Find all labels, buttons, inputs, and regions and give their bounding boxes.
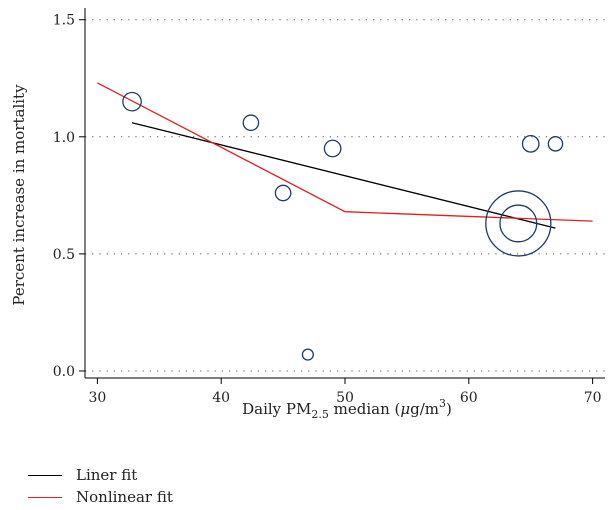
nonlinear-fit-line bbox=[97, 82, 593, 222]
legend: Liner fit Nonlinear fit bbox=[28, 464, 173, 508]
x-tick-label: 50 bbox=[336, 390, 354, 406]
y-ticks: 0.0 0.5 1.0 1.5 bbox=[53, 13, 85, 380]
data-point bbox=[499, 204, 538, 243]
data-point bbox=[521, 134, 540, 153]
axes bbox=[84, 8, 605, 379]
legend-item-nonlinear: Nonlinear fit bbox=[28, 486, 173, 508]
x-tick-label: 30 bbox=[88, 390, 106, 406]
data-point bbox=[323, 139, 342, 158]
y-tick-label: 0.5 bbox=[53, 247, 75, 263]
y-axis-label: Percent increase in mortality bbox=[10, 84, 28, 306]
x-axis-label-median: median ( bbox=[329, 400, 401, 418]
x-axis-label-subscript: 2.5 bbox=[311, 408, 329, 421]
data-point bbox=[274, 184, 292, 202]
x-ticks: 30 40 50 60 70 bbox=[88, 378, 602, 406]
x-axis-label-mu: μ bbox=[400, 400, 410, 418]
data-point bbox=[547, 136, 564, 152]
grid-lines bbox=[85, 19, 605, 372]
legend-swatch-nonlinear bbox=[28, 496, 62, 498]
legend-label-linear: Liner fit bbox=[76, 466, 138, 484]
data-bubbles bbox=[122, 91, 564, 361]
x-axis-label-main: Daily PM bbox=[242, 400, 311, 418]
y-tick-label: 0.0 bbox=[53, 364, 75, 380]
x-tick-label: 70 bbox=[584, 390, 602, 406]
y-tick-label: 1.0 bbox=[53, 130, 75, 146]
data-point bbox=[242, 114, 260, 132]
y-tick-label: 1.5 bbox=[53, 13, 75, 29]
legend-item-linear: Liner fit bbox=[28, 464, 173, 486]
data-point bbox=[485, 190, 552, 257]
x-axis-label-close: ) bbox=[446, 400, 452, 418]
chart: 30 40 50 60 70 0.0 0.5 1.0 1.5 Percent increase… bbox=[10, 8, 605, 421]
x-axis-label-superscript: 3 bbox=[439, 397, 446, 410]
data-point bbox=[122, 91, 142, 112]
x-tick-label: 40 bbox=[212, 390, 230, 406]
legend-label-nonlinear: Nonlinear fit bbox=[76, 488, 173, 506]
data-point bbox=[301, 348, 314, 361]
legend-swatch-linear bbox=[28, 474, 62, 476]
linear-fit-line bbox=[131, 122, 556, 229]
x-tick-label: 60 bbox=[460, 390, 478, 406]
x-axis-label: Daily PM2.5 median (μg/m3) bbox=[242, 397, 452, 421]
fit-lines bbox=[97, 82, 593, 229]
x-axis-label-unit: g/m bbox=[410, 400, 439, 418]
